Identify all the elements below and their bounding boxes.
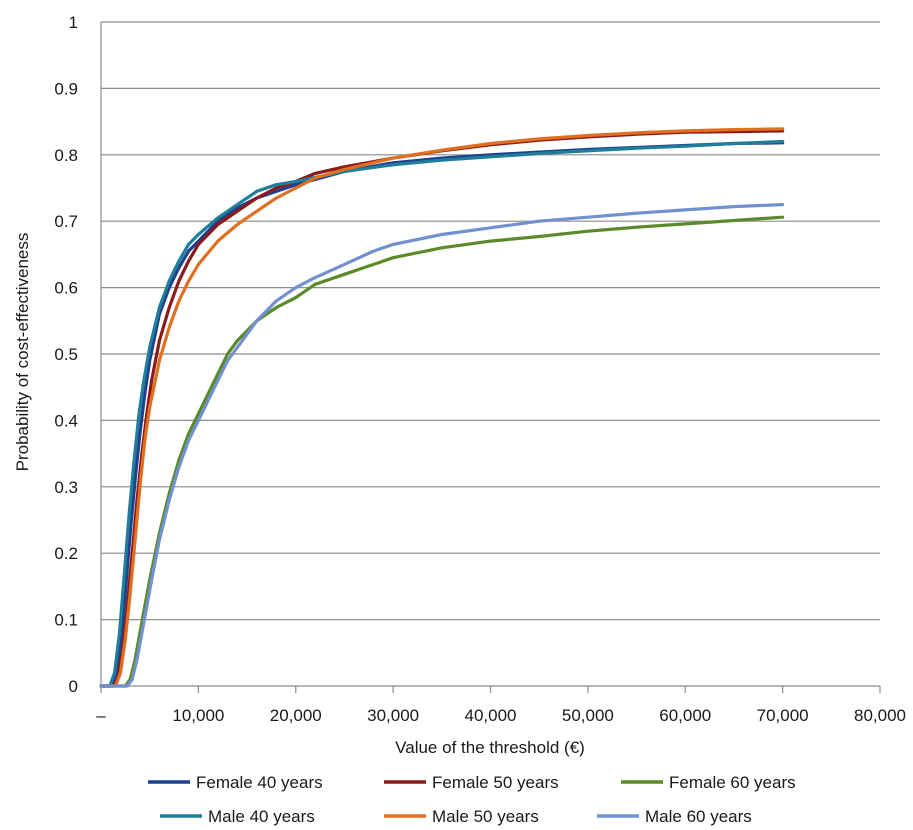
y-tick-label: 0.2 [54,544,78,563]
x-tick-label: 70,000 [757,706,809,725]
x-tick-label: – [96,706,106,725]
legend: Female 40 years Female 50 years Female 60 … [148,773,796,826]
legend-label: Female 40 years [196,773,323,792]
y-tick-label: 0.8 [54,146,78,165]
series-line-5 [99,203,785,688]
y-tick-label: 0 [69,677,78,696]
series-lines [99,127,785,688]
y-axis-label: Probability of cost-effectiveness [13,233,32,472]
legend-label: Female 60 years [669,773,796,792]
y-tick-label: 1 [69,13,78,32]
x-tick-label: 10,000 [172,706,224,725]
legend-label: Male 60 years [645,807,752,826]
y-tick-label: 0.3 [54,478,78,497]
x-tick-label: 40,000 [465,706,517,725]
series-line-2 [99,215,785,688]
series-line-3 [99,139,785,688]
series-line-4 [99,127,785,688]
y-tick-label: 0.7 [54,212,78,231]
x-tick-label: 80,000 [854,706,906,725]
x-tick-label: 50,000 [562,706,614,725]
gridlines [101,21,880,621]
x-axis-label: Value of the threshold (€) [395,738,585,757]
x-tick-label: 30,000 [367,706,419,725]
y-tick-label: 0.9 [54,79,78,98]
y-tick-label: 0.1 [54,611,78,630]
y-tick-labels: 0 0.1 0.2 0.3 0.4 0.5 0.6 0.7 0.8 0.9 1 [54,13,78,696]
y-tick-label: 0.4 [54,411,78,430]
legend-label: Male 50 years [432,807,539,826]
legend-label: Male 40 years [208,807,315,826]
axes [100,22,881,693]
x-tick-label: 60,000 [659,706,711,725]
y-tick-label: 0.5 [54,345,78,364]
x-tick-label: 20,000 [270,706,322,725]
x-tick-labels: – 10,000 20,000 30,000 40,000 50,000 60,000 70,… [96,706,906,725]
legend-label: Female 50 years [432,773,559,792]
y-tick-label: 0.6 [54,279,78,298]
